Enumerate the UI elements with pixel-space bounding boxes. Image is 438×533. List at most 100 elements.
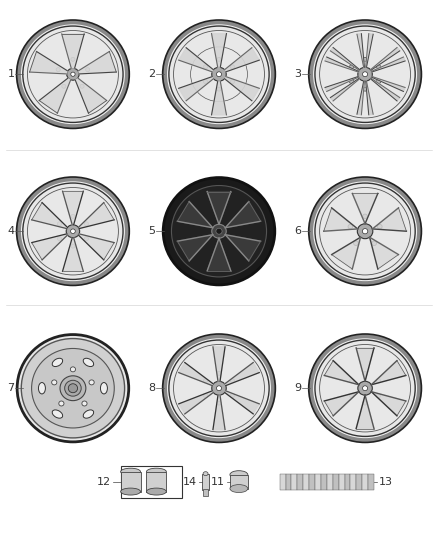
Ellipse shape <box>23 183 123 279</box>
Ellipse shape <box>217 58 221 61</box>
Ellipse shape <box>84 237 88 241</box>
Ellipse shape <box>146 488 166 495</box>
Ellipse shape <box>217 215 221 218</box>
Bar <box>345 474 350 490</box>
Polygon shape <box>332 237 360 269</box>
Polygon shape <box>177 235 213 261</box>
Polygon shape <box>325 77 359 92</box>
Bar <box>309 474 315 490</box>
Ellipse shape <box>163 21 275 128</box>
Ellipse shape <box>71 72 75 76</box>
Bar <box>146 472 166 491</box>
Ellipse shape <box>231 237 234 240</box>
Polygon shape <box>324 392 359 416</box>
Bar <box>368 474 374 490</box>
Ellipse shape <box>212 67 226 81</box>
Text: 14: 14 <box>183 477 197 487</box>
Polygon shape <box>212 81 226 115</box>
Text: 11: 11 <box>211 477 225 487</box>
Bar <box>327 474 333 490</box>
Ellipse shape <box>357 224 373 239</box>
Polygon shape <box>371 47 400 70</box>
Polygon shape <box>179 391 213 414</box>
Text: 8: 8 <box>148 383 155 393</box>
Polygon shape <box>371 361 406 385</box>
Polygon shape <box>207 238 231 271</box>
Polygon shape <box>366 34 373 67</box>
Ellipse shape <box>376 394 381 398</box>
Polygon shape <box>39 78 71 113</box>
Ellipse shape <box>56 68 60 71</box>
Ellipse shape <box>378 224 382 229</box>
Polygon shape <box>225 201 261 228</box>
Text: 1: 1 <box>7 69 14 79</box>
Polygon shape <box>179 362 213 385</box>
Bar <box>339 474 345 490</box>
Polygon shape <box>78 52 116 74</box>
Ellipse shape <box>66 225 80 238</box>
Ellipse shape <box>212 381 226 395</box>
Text: 12: 12 <box>96 477 111 487</box>
Polygon shape <box>75 78 107 113</box>
Ellipse shape <box>57 222 62 226</box>
Bar <box>279 474 286 490</box>
Ellipse shape <box>216 228 222 234</box>
Ellipse shape <box>163 177 275 285</box>
Polygon shape <box>366 81 373 115</box>
Ellipse shape <box>362 229 368 234</box>
Ellipse shape <box>363 386 367 391</box>
Ellipse shape <box>204 394 208 398</box>
Ellipse shape <box>230 80 234 84</box>
Ellipse shape <box>83 410 94 418</box>
Ellipse shape <box>363 72 367 77</box>
Ellipse shape <box>376 379 381 383</box>
Bar <box>230 475 248 489</box>
Ellipse shape <box>80 84 84 88</box>
Ellipse shape <box>315 183 415 279</box>
Polygon shape <box>330 78 360 101</box>
Ellipse shape <box>230 471 248 479</box>
Ellipse shape <box>217 401 221 405</box>
Ellipse shape <box>17 335 129 442</box>
Text: 6: 6 <box>294 226 301 236</box>
Ellipse shape <box>350 394 354 398</box>
Bar <box>286 474 291 490</box>
Text: 2: 2 <box>148 69 155 79</box>
Ellipse shape <box>60 376 86 401</box>
Polygon shape <box>213 347 225 381</box>
Bar <box>120 472 141 491</box>
Bar <box>291 474 297 490</box>
Polygon shape <box>324 208 358 231</box>
Ellipse shape <box>59 401 64 406</box>
Ellipse shape <box>83 358 94 367</box>
Ellipse shape <box>204 379 208 383</box>
Polygon shape <box>225 391 259 414</box>
Polygon shape <box>177 201 213 228</box>
Bar <box>321 474 327 490</box>
Polygon shape <box>63 191 83 225</box>
Polygon shape <box>225 362 259 385</box>
Ellipse shape <box>85 68 90 71</box>
Ellipse shape <box>372 241 377 246</box>
Ellipse shape <box>67 68 79 80</box>
Ellipse shape <box>315 340 415 437</box>
Ellipse shape <box>309 21 421 128</box>
Ellipse shape <box>100 383 107 394</box>
Polygon shape <box>212 34 226 67</box>
Polygon shape <box>225 235 261 261</box>
Ellipse shape <box>17 177 129 285</box>
Ellipse shape <box>350 65 354 69</box>
Ellipse shape <box>204 80 208 84</box>
Ellipse shape <box>169 26 269 123</box>
Ellipse shape <box>309 335 421 442</box>
Ellipse shape <box>217 372 221 375</box>
Ellipse shape <box>65 380 81 396</box>
Polygon shape <box>371 392 406 416</box>
Ellipse shape <box>230 484 248 492</box>
Ellipse shape <box>217 245 221 248</box>
Ellipse shape <box>32 349 114 428</box>
Ellipse shape <box>230 379 234 383</box>
Ellipse shape <box>89 380 94 385</box>
Polygon shape <box>213 395 225 430</box>
Ellipse shape <box>230 65 234 69</box>
